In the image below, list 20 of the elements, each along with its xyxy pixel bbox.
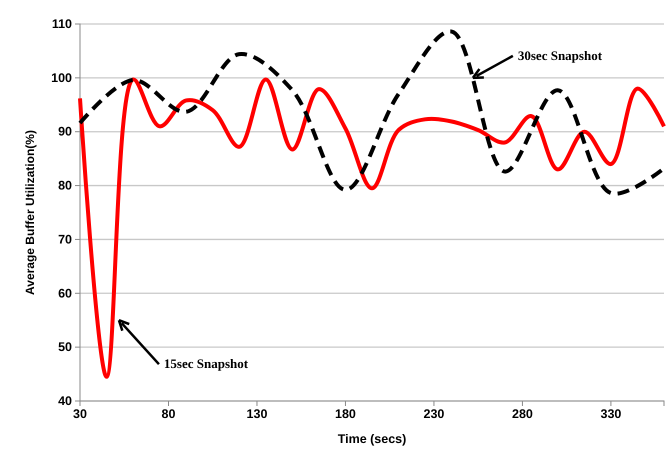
y-tick-label: 60: [58, 286, 72, 300]
y-axis-title: Average Buffer Utilization(%): [23, 130, 37, 295]
y-tick-label: 40: [58, 394, 72, 408]
x-tick-label: 180: [335, 406, 356, 421]
x-tick-label: 230: [424, 406, 444, 421]
x-axis-title: Time (secs): [338, 432, 406, 446]
y-tick-label: 50: [58, 340, 72, 354]
y-tick-label: 100: [51, 70, 72, 85]
annotation: 30sec Snapshot: [518, 48, 603, 63]
x-tick-label: 280: [512, 406, 533, 421]
x-tick-label: 80: [162, 406, 176, 421]
y-tick-label: 90: [58, 124, 72, 139]
annotation: 15sec Snapshot: [164, 356, 249, 372]
x-tick-label: 130: [246, 406, 268, 421]
y-tick-label: 80: [58, 178, 72, 193]
y-tick-label: 110: [52, 17, 72, 31]
line-series: [78, 77, 666, 379]
y-tick-label: 70: [58, 232, 72, 246]
x-tick-label: 30: [73, 406, 87, 421]
x-tick-label: 330: [600, 406, 622, 421]
